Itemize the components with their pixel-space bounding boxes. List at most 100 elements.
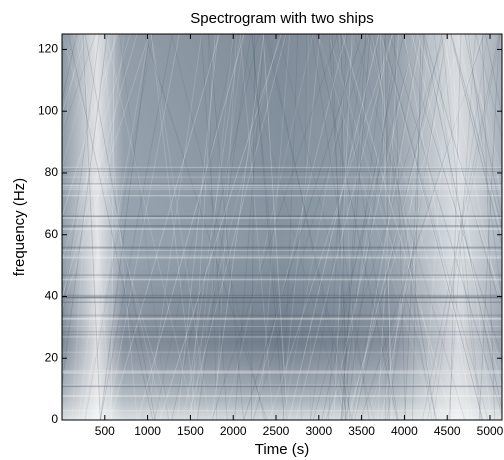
texture-streak xyxy=(62,34,172,420)
texture-streak xyxy=(288,34,380,420)
texture-streak xyxy=(423,34,451,420)
texture-streak xyxy=(239,34,274,420)
texture-streak xyxy=(328,34,347,420)
texture-streak xyxy=(62,34,118,219)
texture-streak xyxy=(282,34,299,420)
spectrogram-texture xyxy=(62,34,502,420)
texture-streak xyxy=(243,34,363,420)
texture-streak xyxy=(119,34,169,420)
y-tick-label: 20 xyxy=(45,350,59,364)
texture-streak xyxy=(280,34,321,420)
y-tick-label: 120 xyxy=(38,42,58,56)
texture-streak xyxy=(144,34,268,420)
texture-streak xyxy=(74,34,164,420)
texture-streak xyxy=(423,34,502,315)
texture-streak xyxy=(81,34,112,420)
texture-streak xyxy=(110,34,115,420)
texture-streak xyxy=(211,34,265,420)
texture-streak xyxy=(309,34,367,420)
texture-streak xyxy=(386,34,431,420)
texture-streak xyxy=(180,34,280,420)
texture-streak xyxy=(422,34,502,412)
texture-streak xyxy=(379,34,393,420)
texture-streak xyxy=(250,34,347,420)
texture-streak xyxy=(449,34,462,420)
texture-streak xyxy=(485,34,502,118)
x-tick-label: 1500 xyxy=(177,424,204,438)
texture-streak xyxy=(224,34,314,420)
texture-streak xyxy=(342,34,386,420)
texture-streak xyxy=(347,34,449,420)
texture-streak xyxy=(62,34,138,300)
texture-streak xyxy=(432,34,488,420)
texture-streak xyxy=(467,34,502,304)
texture-streak xyxy=(444,34,492,420)
texture-streak xyxy=(382,34,482,420)
texture-streak xyxy=(105,34,195,420)
texture-streak xyxy=(214,34,238,420)
y-axis-label: frequency (Hz) xyxy=(11,178,28,276)
texture-streak xyxy=(137,34,245,420)
texture-streak xyxy=(354,34,443,420)
texture-streak xyxy=(340,34,346,420)
texture-streak xyxy=(412,34,422,420)
texture-streak xyxy=(478,34,500,420)
texture-streak xyxy=(183,34,241,420)
texture-streak xyxy=(389,34,502,417)
texture-streak xyxy=(345,34,397,420)
y-tick-label: 0 xyxy=(51,412,58,426)
texture-streak xyxy=(382,34,392,420)
texture-streak xyxy=(353,34,422,420)
texture-streak xyxy=(295,34,393,420)
texture-streak xyxy=(478,34,502,210)
texture-streak xyxy=(448,34,476,420)
texture-streak xyxy=(252,34,370,420)
texture-streak xyxy=(475,34,502,141)
texture-streak xyxy=(351,34,421,420)
texture-streak xyxy=(341,34,367,420)
texture-streak xyxy=(400,34,502,360)
texture-streak xyxy=(462,34,502,177)
texture-streak xyxy=(338,34,398,420)
texture-streak xyxy=(171,34,259,420)
texture-streak xyxy=(329,34,416,420)
texture-streak xyxy=(416,34,502,301)
texture-streak xyxy=(207,34,217,420)
x-tick-label: 500 xyxy=(95,424,115,438)
texture-streak xyxy=(380,34,451,420)
texture-streak xyxy=(234,34,265,420)
texture-streak xyxy=(401,34,502,371)
x-tick-label: 1000 xyxy=(134,424,161,438)
texture-streak xyxy=(403,34,474,420)
texture-streak xyxy=(384,34,390,420)
texture-streak xyxy=(282,34,356,420)
x-tick-label: 2500 xyxy=(263,424,290,438)
texture-streak xyxy=(208,34,244,420)
texture-streak xyxy=(101,34,138,420)
chart-title: Spectrogram with two ships xyxy=(190,10,373,27)
texture-streak xyxy=(301,34,308,420)
texture-streak xyxy=(150,34,210,420)
texture-streak xyxy=(325,34,445,420)
texture-streak xyxy=(265,34,353,420)
texture-streak xyxy=(345,34,463,420)
texture-streak xyxy=(62,34,96,135)
texture-streak xyxy=(71,34,97,420)
texture-streak xyxy=(82,34,101,420)
texture-streak xyxy=(81,34,150,420)
texture-streak xyxy=(386,34,447,420)
texture-streak xyxy=(467,34,502,201)
texture-streak xyxy=(457,34,502,242)
texture-streak xyxy=(262,34,288,420)
texture-streak xyxy=(84,34,154,420)
texture-streak xyxy=(196,34,251,420)
texture-streak xyxy=(336,34,399,420)
y-tick-label: 60 xyxy=(45,227,59,241)
texture-streak xyxy=(339,34,438,420)
texture-streak xyxy=(481,34,496,420)
texture-streak xyxy=(278,34,375,420)
texture-streak xyxy=(238,34,346,420)
x-tick-label: 3500 xyxy=(348,424,375,438)
texture-streak xyxy=(200,34,228,420)
texture-streak xyxy=(370,34,433,420)
